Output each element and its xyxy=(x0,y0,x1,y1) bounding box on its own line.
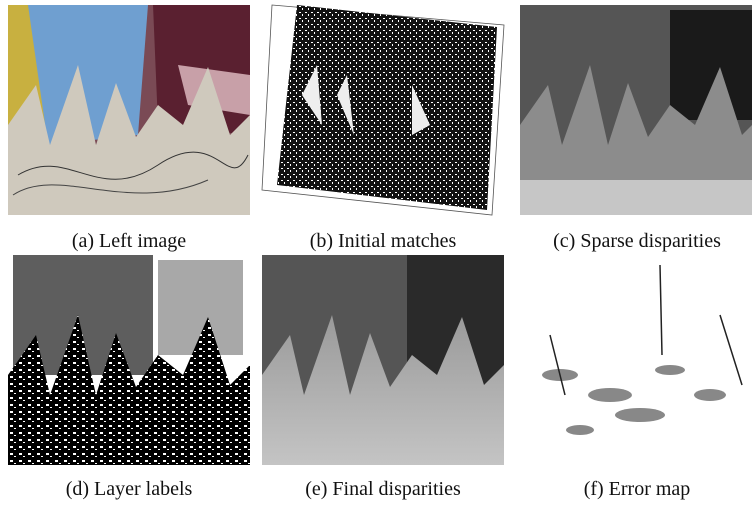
caption: (b) Initial matches xyxy=(310,230,457,252)
sparse-disparities xyxy=(520,5,752,215)
figure: (a) Left image (b) Initial matches (c) S… xyxy=(0,0,752,504)
caption: (e) Final disparities xyxy=(305,478,461,500)
left-image xyxy=(8,5,250,215)
caption: (f) Error map xyxy=(584,478,691,500)
caption: (c) Sparse disparities xyxy=(553,230,721,252)
final-disparities xyxy=(262,255,504,465)
layer-labels xyxy=(8,255,250,465)
caption: (a) Left image xyxy=(72,230,186,252)
initial-matches xyxy=(262,5,504,215)
error-map xyxy=(520,255,752,465)
caption: (d) Layer labels xyxy=(66,478,193,500)
